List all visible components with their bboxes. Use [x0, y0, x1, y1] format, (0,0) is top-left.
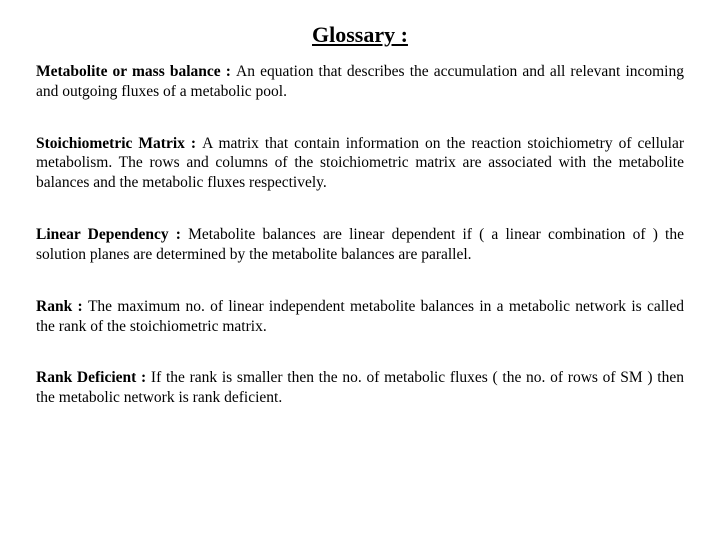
entry-term: Rank : — [36, 298, 88, 315]
entry-term: Linear Dependency : — [36, 226, 188, 243]
glossary-entry: Linear Dependency : Metabolite balances … — [36, 225, 684, 265]
entry-term: Stoichiometric Matrix : — [36, 135, 202, 152]
glossary-page: Glossary : Metabolite or mass balance : … — [0, 0, 720, 408]
glossary-entry: Rank : The maximum no. of linear indepen… — [36, 297, 684, 337]
entry-definition: The maximum no. of linear independent me… — [36, 298, 684, 335]
glossary-entry: Stoichiometric Matrix : A matrix that co… — [36, 134, 684, 193]
entry-term: Metabolite or mass balance : — [36, 63, 236, 80]
page-title: Glossary : — [36, 22, 684, 48]
entry-term: Rank Deficient : — [36, 369, 151, 386]
glossary-entry: Rank Deficient : If the rank is smaller … — [36, 368, 684, 408]
glossary-entry: Metabolite or mass balance : An equation… — [36, 62, 684, 102]
